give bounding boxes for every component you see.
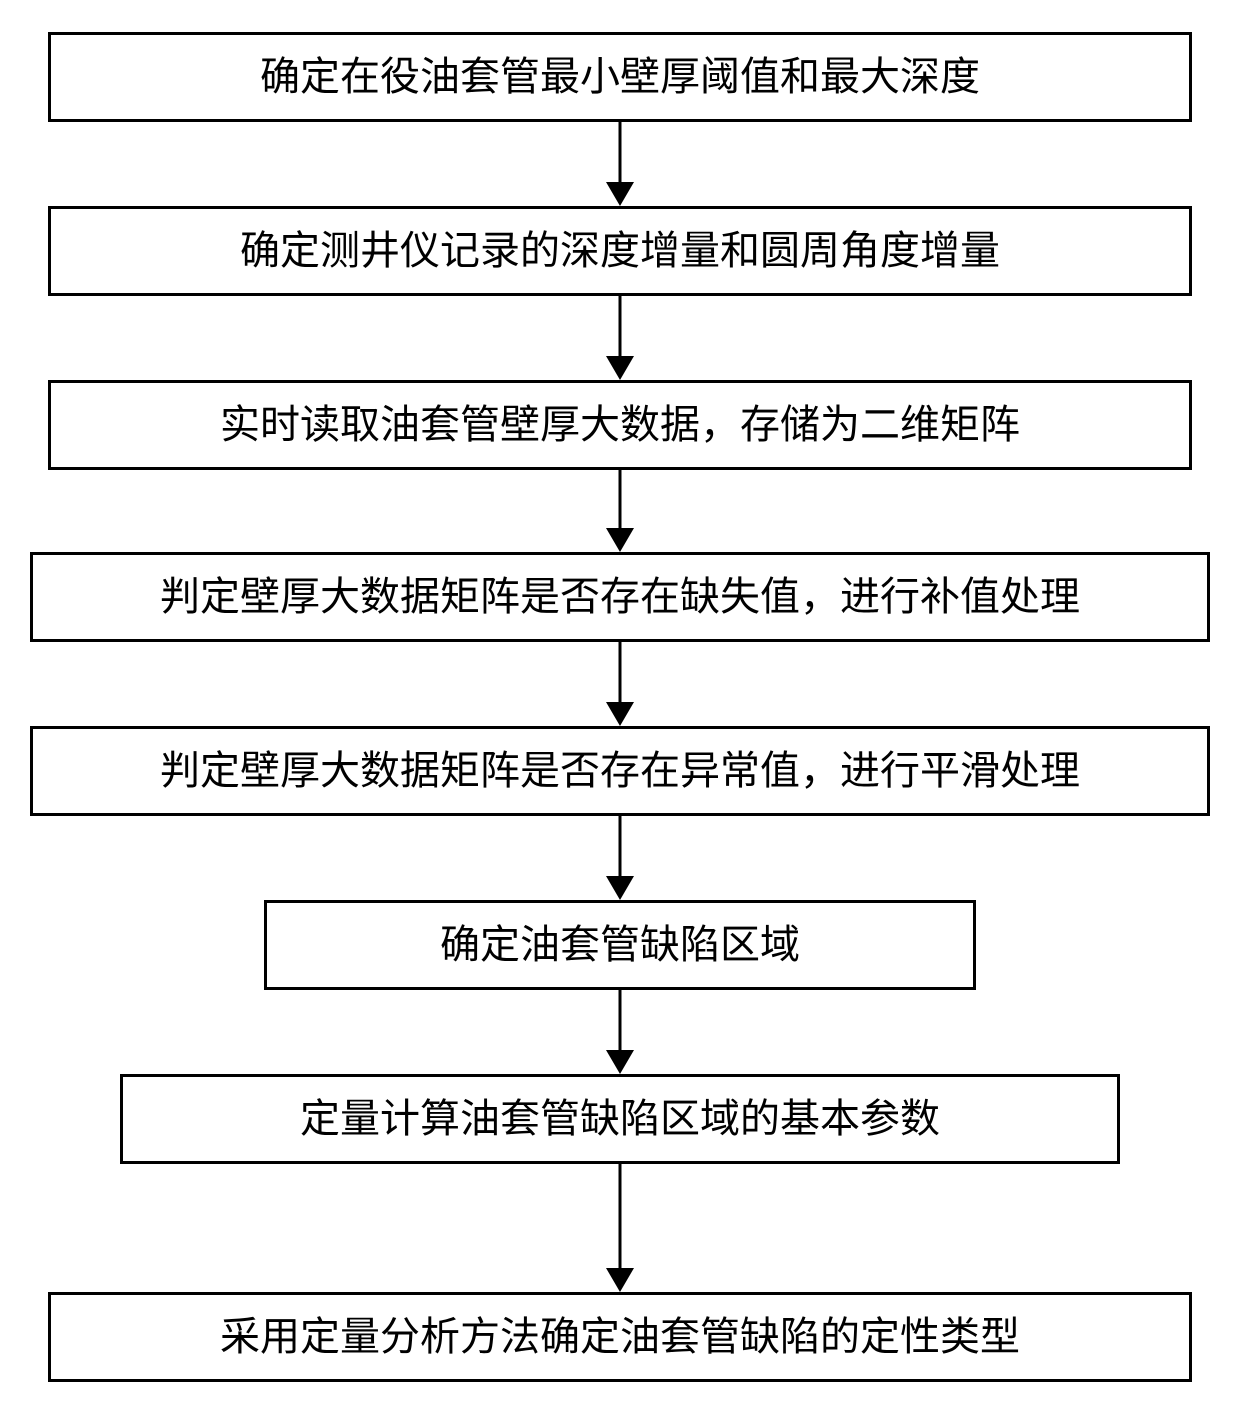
- flowchart-step-label: 判定壁厚大数据矩阵是否存在缺失值，进行补值处理: [160, 577, 1080, 617]
- flowchart-step-label: 判定壁厚大数据矩阵是否存在异常值，进行平滑处理: [160, 751, 1080, 791]
- flowchart-step-label: 确定测井仪记录的深度增量和圆周角度增量: [240, 231, 1000, 271]
- flowchart-step: 采用定量分析方法确定油套管缺陷的定性类型: [48, 1292, 1192, 1382]
- flowchart-canvas: 确定在役油套管最小壁厚阈值和最大深度确定测井仪记录的深度增量和圆周角度增量实时读…: [0, 0, 1240, 1421]
- flowchart-step: 判定壁厚大数据矩阵是否存在缺失值，进行补值处理: [30, 552, 1210, 642]
- flowchart-step: 实时读取油套管壁厚大数据，存储为二维矩阵: [48, 380, 1192, 470]
- flowchart-step-label: 采用定量分析方法确定油套管缺陷的定性类型: [220, 1317, 1020, 1357]
- flowchart-step-label: 定量计算油套管缺陷区域的基本参数: [300, 1099, 940, 1139]
- flowchart-step-label: 确定油套管缺陷区域: [440, 925, 800, 965]
- flowchart-step: 定量计算油套管缺陷区域的基本参数: [120, 1074, 1120, 1164]
- flowchart-step: 确定在役油套管最小壁厚阈值和最大深度: [48, 32, 1192, 122]
- flowchart-step: 确定测井仪记录的深度增量和圆周角度增量: [48, 206, 1192, 296]
- flowchart-step: 确定油套管缺陷区域: [264, 900, 976, 990]
- flowchart-step-label: 实时读取油套管壁厚大数据，存储为二维矩阵: [220, 405, 1020, 445]
- flowchart-step-label: 确定在役油套管最小壁厚阈值和最大深度: [260, 57, 980, 97]
- flowchart-step: 判定壁厚大数据矩阵是否存在异常值，进行平滑处理: [30, 726, 1210, 816]
